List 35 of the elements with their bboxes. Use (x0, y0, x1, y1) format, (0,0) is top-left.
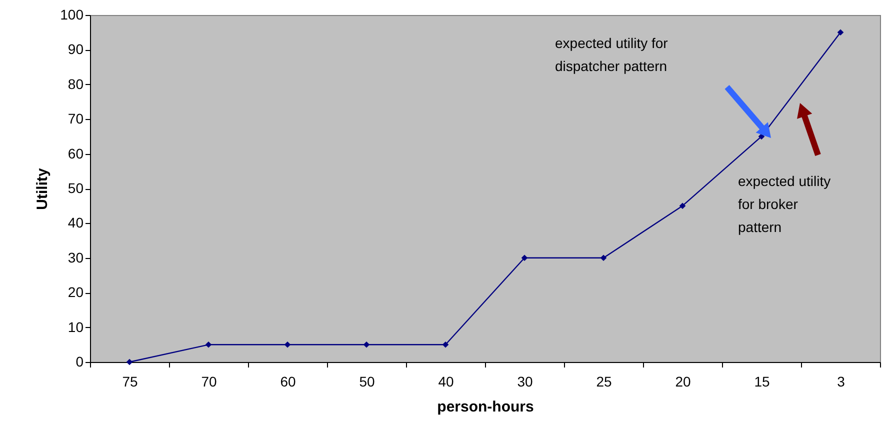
x-tick-label: 60 (280, 374, 296, 390)
point (363, 341, 370, 348)
point (442, 341, 449, 348)
point (600, 254, 607, 262)
y-tick-label: 10 (68, 318, 84, 335)
point (205, 341, 212, 348)
x-tick-label: 75 (122, 374, 138, 390)
y-axis-title: Utility (34, 168, 52, 210)
annotation: expected utility for dispatcher pattern (555, 35, 668, 74)
x-tick-label: 25 (596, 374, 612, 390)
y-tick-label: 60 (68, 145, 84, 162)
x-tick-label: 15 (754, 374, 770, 390)
y-tick-label: 100 (60, 6, 84, 22)
x-tick-label: 50 (359, 374, 375, 390)
y-tick-label: 50 (68, 180, 84, 196)
annotation: expected utility for broker pattern (738, 173, 831, 235)
point (126, 358, 133, 366)
x-tick-label: 30 (517, 374, 533, 390)
point (837, 29, 844, 36)
x-tick-label: 40 (438, 374, 454, 390)
x-tick-label: 20 (675, 374, 691, 390)
point (521, 254, 528, 262)
y-tick-label: 0 (76, 354, 84, 370)
x-tick-label: 3 (837, 374, 846, 390)
y-tick-label: 40 (68, 214, 84, 231)
point (758, 133, 765, 140)
x-axis-title: person-hours (437, 398, 534, 416)
y-tick-label: 80 (68, 76, 84, 92)
point (679, 202, 686, 210)
y-tick-label: 30 (68, 249, 84, 266)
point (284, 341, 291, 348)
y-tick-label: 20 (68, 284, 84, 300)
y-tick-label: 70 (68, 110, 84, 127)
x-tick-label: 70 (201, 374, 217, 390)
y-tick-label: 90 (68, 41, 84, 58)
